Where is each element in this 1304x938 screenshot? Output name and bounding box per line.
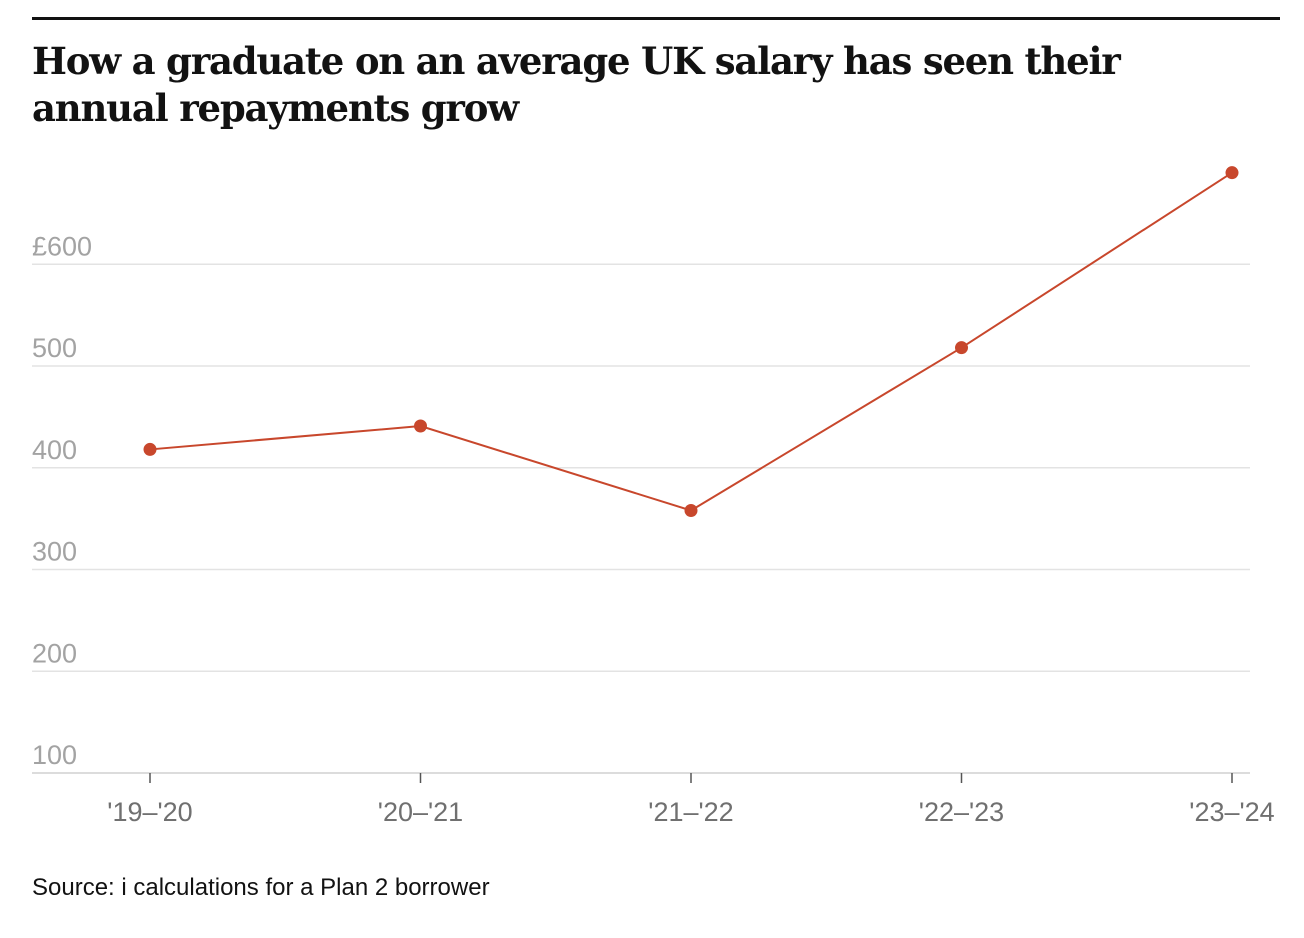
grid-lines	[32, 263, 1250, 672]
y-tick-labels: 100 200 300 400 500 £600	[32, 231, 92, 770]
y-tick-label: £600	[32, 231, 92, 261]
x-tick-label: '20–'21	[378, 797, 463, 827]
data-point	[143, 442, 157, 456]
y-tick-label: 300	[32, 537, 77, 567]
x-tick-label: '21–'22	[648, 797, 733, 827]
x-tick-label: '19–'20	[107, 797, 192, 827]
chart-title: How a graduate on an average UK salary h…	[32, 39, 1121, 130]
series-line-layer	[149, 171, 1233, 512]
top-rule	[32, 17, 1280, 20]
x-tick-label: '23–'24	[1189, 797, 1274, 827]
source-note: Source: i calculations for a Plan 2 borr…	[32, 874, 490, 901]
y-tick-label: 500	[32, 333, 77, 363]
series-line	[149, 171, 1233, 512]
y-tick-label: 100	[32, 740, 77, 770]
y-tick-label: 400	[32, 435, 77, 465]
data-point	[414, 419, 427, 433]
line-chart: 100 200 300 400 500 £600 '19–'20 '20–'21 '21–'2…	[32, 166, 1275, 827]
data-point	[684, 503, 698, 517]
y-tick-label: 200	[32, 638, 77, 668]
x-axis: '19–'20 '20–'21 '21–'22 '22–'23 '23–'24	[32, 772, 1275, 827]
data-point	[1225, 166, 1239, 180]
data-points	[143, 166, 1239, 517]
data-point	[955, 341, 968, 355]
x-tick-label: '22–'23	[919, 797, 1004, 827]
